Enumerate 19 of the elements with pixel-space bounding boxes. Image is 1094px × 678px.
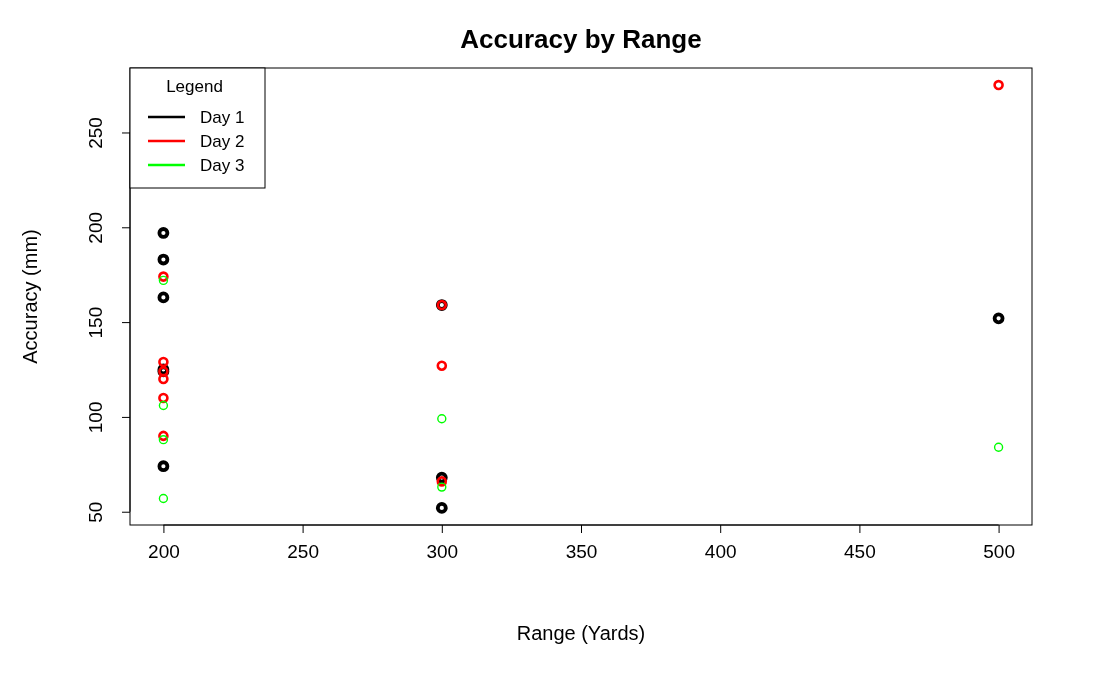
chart-title: Accuracy by Range — [460, 24, 702, 54]
x-tick-label: 250 — [287, 541, 319, 563]
x-tick-label: 300 — [426, 541, 459, 563]
y-tick-label: 250 — [85, 117, 106, 149]
x-axis-title: Range (Yards) — [516, 622, 646, 644]
x-tick-label: 200 — [148, 541, 180, 563]
y-tick-label: 100 — [85, 401, 106, 434]
y-axis-title: Accuracy (mm) — [19, 229, 41, 364]
x-tick-label: 350 — [565, 541, 598, 563]
legend-label: Day 3 — [200, 156, 245, 175]
legend-title: Legend — [166, 77, 223, 96]
y-tick-label: 150 — [85, 306, 106, 339]
y-tick-label: 200 — [85, 211, 106, 244]
y-tick-label: 50 — [85, 501, 106, 523]
legend-label: Day 1 — [200, 108, 245, 127]
legend-label: Day 2 — [200, 132, 245, 151]
x-tick-label: 450 — [844, 541, 876, 563]
x-tick-label: 400 — [704, 541, 737, 563]
x-tick-label: 500 — [983, 541, 1015, 563]
